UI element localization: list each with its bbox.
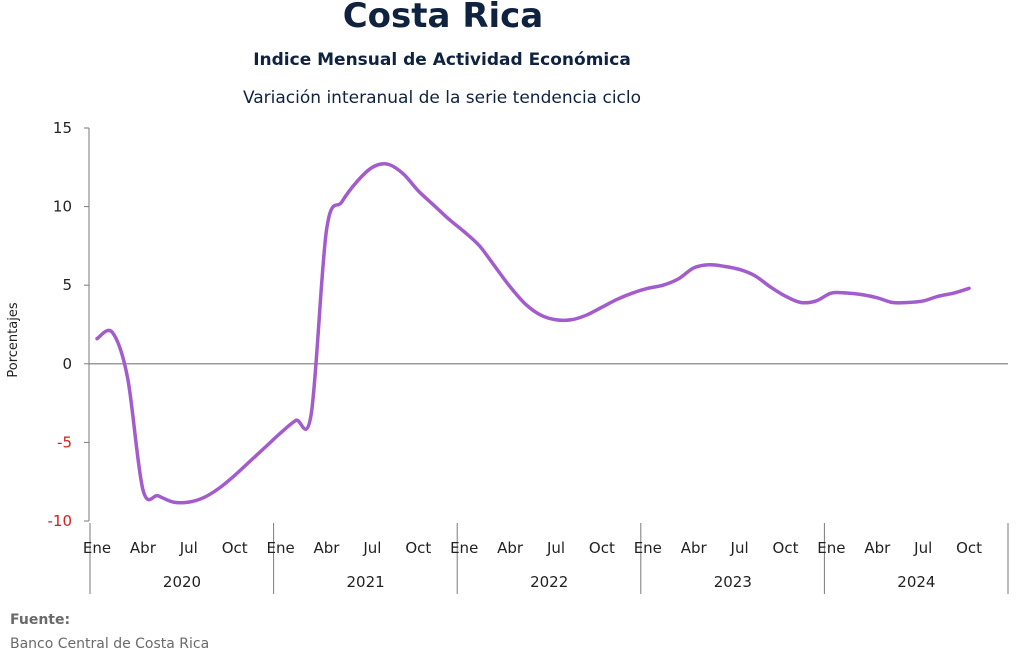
- y-tick-label: 5: [62, 276, 72, 294]
- x-tick-label: Jul: [362, 539, 381, 557]
- chart-subtitle-series: Variación interanual de la serie tendenc…: [242, 88, 642, 108]
- series-layer: [95, 162, 971, 505]
- x-tick-label: Abr: [864, 539, 891, 557]
- y-tick-label: -10: [48, 512, 73, 530]
- year-label: 2024: [897, 573, 935, 591]
- x-tick-label: Ene: [634, 539, 662, 557]
- year-label: 2021: [347, 573, 385, 591]
- x-tick-label: Jul: [913, 539, 932, 557]
- x-tick-label: Abr: [497, 539, 524, 557]
- chart-subtitle: Indice Mensual de Actividad Económica: [253, 50, 631, 70]
- x-tick-label: Ene: [817, 539, 845, 557]
- series-line: [95, 162, 971, 505]
- x-tick-label: Abr: [130, 539, 157, 557]
- y-axis-label: Porcentajes: [6, 302, 21, 377]
- x-tick-label: Oct: [222, 539, 248, 557]
- chart-title: Costa Rica: [342, 0, 544, 36]
- year-label: 2020: [163, 573, 201, 591]
- x-tick-label: Abr: [681, 539, 708, 557]
- x-tick-label: Jul: [179, 539, 198, 557]
- x-tick-label: Oct: [405, 539, 431, 557]
- source-label: Fuente:: [10, 612, 71, 628]
- x-tick-label: Ene: [450, 539, 478, 557]
- x-tick-label: Oct: [956, 539, 982, 557]
- x-tick-label: Oct: [589, 539, 615, 557]
- x-axis: Ene Abr Jul Oct 2020 Ene Abr Jul Oct 2021 Ene Abr Ju…: [83, 363, 1009, 594]
- y-tick-label: 15: [53, 119, 72, 137]
- x-tick-label: Jul: [546, 539, 565, 557]
- x-tick-label: Abr: [314, 539, 341, 557]
- source-text: Banco Central de Costa Rica: [10, 636, 210, 652]
- x-tick-label: Ene: [266, 539, 294, 557]
- x-tick-label: Ene: [83, 539, 111, 557]
- x-tick-label: Oct: [773, 539, 799, 557]
- y-axis: 15 10 5 0 -5 -10: [48, 119, 90, 530]
- y-tick-label: -5: [57, 433, 72, 451]
- y-tick-label: 10: [53, 198, 72, 216]
- x-tick-label: Jul: [730, 539, 749, 557]
- y-tick-label: 0: [62, 355, 72, 373]
- year-label: 2023: [714, 573, 752, 591]
- year-label: 2022: [530, 573, 568, 591]
